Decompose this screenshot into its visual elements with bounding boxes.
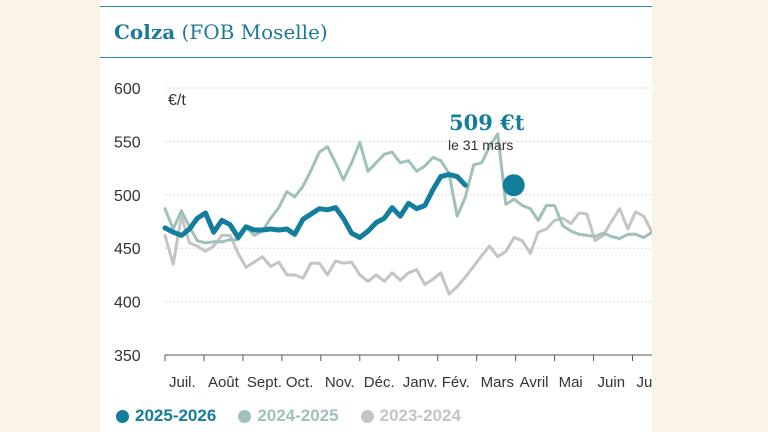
x-tick-label: Avril bbox=[520, 374, 549, 391]
annotation-value-label: 509 €t bbox=[449, 110, 525, 135]
series-line-2025-2026 bbox=[162, 172, 468, 240]
current-price-marker bbox=[502, 174, 525, 197]
chart-title: Colza (FOB Moselle) bbox=[114, 20, 328, 44]
y-unit-label: €/t bbox=[168, 92, 186, 109]
series-line-2023-2024 bbox=[163, 207, 652, 296]
x-tick-label: Janv. bbox=[403, 374, 438, 391]
chart-card: Colza (FOB Moselle) 600 550 500 450 400 350 €/… bbox=[100, 0, 652, 432]
x-tick-label: Mai bbox=[559, 374, 583, 391]
series-line-2024-2025 bbox=[163, 132, 652, 245]
legend-swatch-2024-2025 bbox=[238, 409, 252, 423]
x-tick-label: Oct. bbox=[286, 374, 314, 391]
chart-title-sub: (FOB Moselle) bbox=[181, 20, 328, 44]
chart-title-main: Colza bbox=[114, 20, 176, 44]
x-tick-label: Fév. bbox=[442, 374, 470, 391]
x-tick-label: Juin bbox=[598, 374, 626, 391]
annotation-date-label: le 31 mars bbox=[448, 137, 513, 153]
x-tick-label: Mars bbox=[481, 374, 514, 391]
legend-swatch-2025-2026 bbox=[116, 409, 129, 423]
legend: 2025-2026 2024-2025 2023-2024 bbox=[116, 406, 461, 426]
title-rule bbox=[100, 57, 652, 58]
x-tick-label: Août bbox=[208, 374, 240, 391]
legend-item-2023-2024: 2023-2024 bbox=[360, 406, 461, 426]
y-tick-label: 600 bbox=[114, 81, 141, 98]
x-tick-label: Déc. bbox=[364, 374, 395, 391]
x-tick-label: Sept. bbox=[247, 374, 282, 391]
x-tick-label: Juil. bbox=[637, 374, 652, 391]
legend-item-2025-2026: 2025-2026 bbox=[116, 406, 216, 426]
y-tick-label: 400 bbox=[114, 295, 141, 312]
legend-item-2024-2025: 2024-2025 bbox=[238, 406, 339, 426]
line-chart: 600 550 500 450 400 350 €/t Juil. Août Sept. Oct. N… bbox=[114, 81, 652, 391]
legend-label-2023-2024: 2023-2024 bbox=[379, 406, 461, 425]
x-tick-label: Nov. bbox=[325, 374, 355, 391]
legend-label-2025-2026: 2025-2026 bbox=[135, 406, 217, 425]
y-tick-label: 500 bbox=[114, 188, 141, 205]
y-tick-label: 450 bbox=[114, 241, 141, 258]
legend-swatch-2023-2024 bbox=[360, 409, 374, 423]
y-tick-label: 350 bbox=[114, 348, 141, 365]
legend-label-2024-2025: 2024-2025 bbox=[257, 406, 339, 425]
y-tick-label: 550 bbox=[114, 134, 141, 151]
top-rule bbox=[100, 6, 652, 7]
x-tick-label: Juil. bbox=[169, 374, 196, 391]
